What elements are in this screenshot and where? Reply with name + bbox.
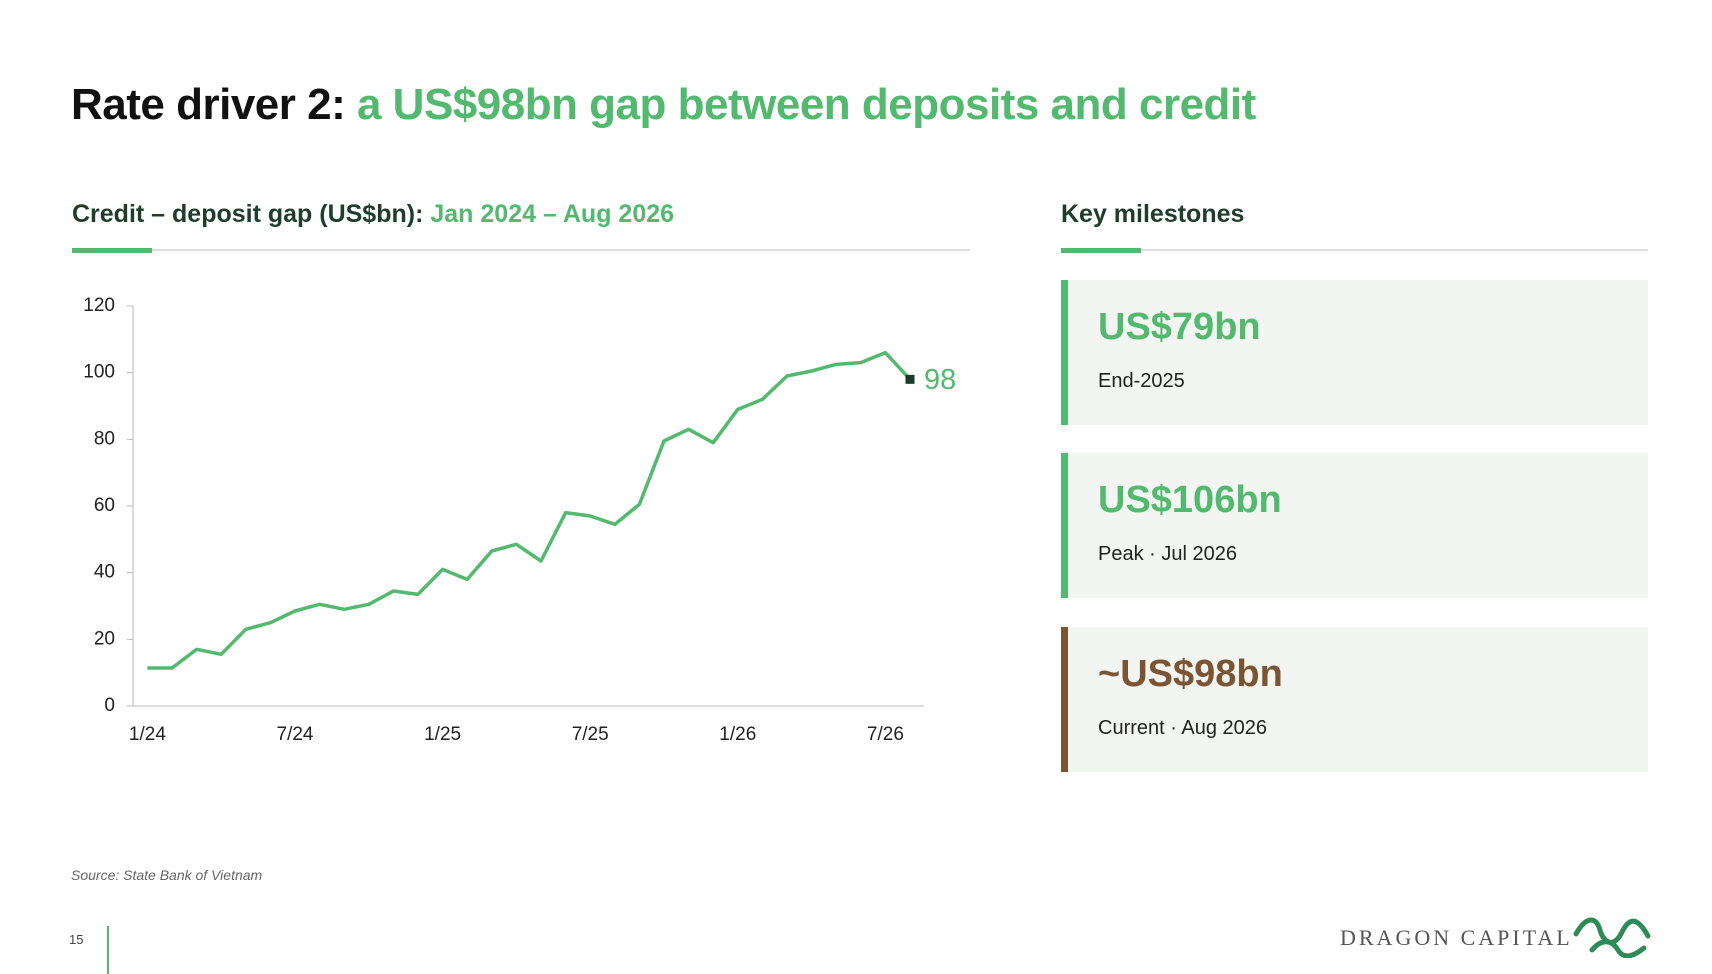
milestones-heading: Key milestones <box>1061 200 1245 228</box>
x-tick-label: 7/26 <box>867 724 904 745</box>
divider <box>72 249 970 251</box>
milestone-card: US$106bn Peak · Jul 2026 <box>1061 453 1648 598</box>
logo-icon <box>1573 917 1651 958</box>
accent <box>72 248 152 253</box>
y-tick-label: 0 <box>104 695 115 716</box>
milestone-label: End-2025 <box>1098 370 1185 392</box>
x-tick-label: 1/26 <box>719 724 756 745</box>
source-note: Source: State Bank of Vietnam <box>71 867 263 883</box>
page-number: 15 <box>69 932 84 947</box>
y-tick-label: 60 <box>94 495 115 516</box>
footer-rule <box>107 926 109 974</box>
x-tick-label: 1/25 <box>424 724 461 745</box>
logo-text: DRAGON CAPITAL <box>1340 925 1573 950</box>
accent <box>1061 248 1141 253</box>
title-rest: a US$98bn gap between deposits and credi… <box>356 80 1256 129</box>
milestone-value: US$79bn <box>1098 306 1261 348</box>
y-tick-label: 20 <box>94 628 115 649</box>
end-marker <box>905 374 915 384</box>
divider <box>1061 249 1648 251</box>
milestone-value: US$106bn <box>1098 479 1282 521</box>
milestone-label: Peak · Jul 2026 <box>1098 543 1237 565</box>
milestone-card: US$79bn End-2025 <box>1061 280 1648 425</box>
chart-subtitle: Jan 2024 – Aug 2026 <box>430 200 675 228</box>
milestone-label: Current · Aug 2026 <box>1098 717 1267 739</box>
y-tick-label: 120 <box>83 295 115 316</box>
x-tick-label: 7/25 <box>572 724 609 745</box>
end-value-label: 98 <box>924 364 956 396</box>
chart-heading: Credit – deposit gap (US$bn): Jan 2024 –… <box>72 200 674 229</box>
x-tick-label: 1/24 <box>129 724 166 745</box>
milestone-value: ~US$98bn <box>1098 653 1283 695</box>
y-tick-label: 100 <box>83 362 115 383</box>
chart-title: Credit – deposit gap (US$bn): <box>72 200 424 228</box>
y-tick-label: 80 <box>94 428 115 449</box>
slide-title: Rate driver 2: a US$98bn gap between dep… <box>71 80 1256 130</box>
milestone-card: ~US$98bn Current · Aug 2026 <box>1061 627 1648 772</box>
x-tick-label: 7/24 <box>277 724 314 745</box>
y-tick-label: 40 <box>94 562 115 583</box>
title-lead: Rate driver 2: <box>71 80 346 129</box>
data-line <box>147 350 912 670</box>
